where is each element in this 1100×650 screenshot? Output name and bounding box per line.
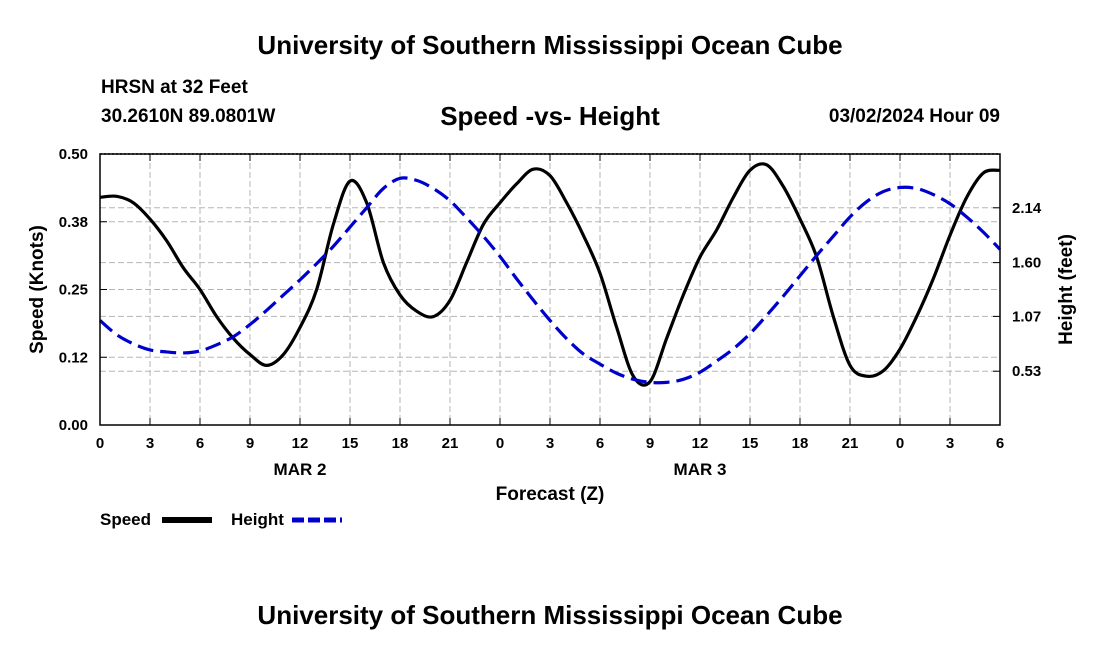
x-tick-label: 0 — [496, 435, 504, 452]
x-tick-label: 9 — [646, 435, 654, 452]
x-tick-label: 0 — [96, 435, 104, 452]
legend-height-label: Height — [231, 510, 284, 529]
x-tick-label: 12 — [292, 435, 309, 452]
forecast-timestamp: 03/02/2024 Hour 09 — [828, 106, 1000, 127]
x-axis-label: Forecast (Z) — [496, 484, 605, 505]
x-tick-label: 15 — [342, 435, 359, 452]
x-tick-label: 15 — [742, 435, 759, 452]
x-tick-label: 18 — [792, 435, 809, 452]
series-line-height — [98, 176, 1002, 385]
x-tick-label: 6 — [196, 435, 204, 452]
series-lines — [98, 162, 1002, 387]
page-title-bottom: University of Southern Mississippi Ocean… — [257, 600, 843, 630]
y-left-tick-label: 0.00 — [59, 417, 88, 434]
station-label: HRSN at 32 Feet — [101, 77, 248, 98]
x-tick-label: 21 — [442, 435, 459, 452]
x-tick-label: 6 — [596, 435, 604, 452]
y-left-tick-label: 0.38 — [59, 214, 88, 231]
y-left-tick-label: 0.12 — [59, 349, 88, 366]
x-tick-label: 6 — [996, 435, 1004, 452]
y-right-tick-label: 2.14 — [1012, 200, 1042, 217]
axis-ticks: 0 3 6 9 12 15 18 21 0 3 6 9 12 15 18 21 0 3 6 MAR 2 MAR 3 0.0… — [59, 146, 1042, 479]
y-right-tick-label: 1.07 — [1012, 308, 1041, 325]
date-label: MAR 2 — [274, 460, 327, 479]
x-tick-label: 9 — [246, 435, 254, 452]
y-axis-right-label: Height (feet) — [1056, 234, 1077, 345]
x-tick-label: 12 — [692, 435, 709, 452]
legend-speed-label: Speed — [100, 510, 151, 529]
series-line-speed — [99, 162, 1001, 387]
legend: Speed Height — [100, 510, 342, 529]
x-tick-label: 0 — [896, 435, 904, 452]
page-title-top: University of Southern Mississippi Ocean… — [257, 30, 843, 60]
y-right-tick-label: 0.53 — [1012, 363, 1041, 380]
y-axis-left-label: Speed (Knots) — [27, 225, 48, 354]
x-tick-label: 3 — [546, 435, 554, 452]
x-tick-label: 3 — [146, 435, 154, 452]
station-coordinates: 30.2610N 89.0801W — [101, 106, 276, 127]
y-left-tick-label: 0.50 — [59, 146, 88, 163]
grid-lines — [100, 153, 1000, 425]
y-right-tick-label: 1.60 — [1012, 255, 1041, 272]
y-left-tick-label: 0.25 — [59, 282, 88, 299]
x-tick-label: 18 — [392, 435, 409, 452]
date-label: MAR 3 — [674, 460, 727, 479]
x-tick-label: 21 — [842, 435, 859, 452]
chart-title: Speed -vs- Height — [440, 101, 660, 131]
x-tick-label: 3 — [946, 435, 954, 452]
